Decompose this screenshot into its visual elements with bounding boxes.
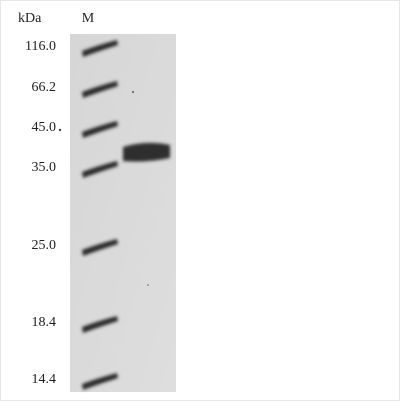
marker-label: 66.2 — [32, 80, 57, 95]
speck — [58, 128, 62, 132]
lane-label: M — [82, 11, 95, 26]
speck — [132, 91, 134, 93]
speck — [147, 284, 149, 286]
marker-band — [82, 40, 118, 57]
marker-label: 45.0 — [32, 120, 57, 135]
gel — [70, 34, 176, 392]
marker-label: 14.4 — [32, 372, 57, 387]
marker-band — [82, 121, 118, 138]
sample-band — [123, 142, 170, 162]
marker-band — [82, 161, 118, 178]
marker-band — [82, 373, 118, 390]
marker-band — [82, 239, 118, 256]
marker-label: 35.0 — [32, 160, 57, 175]
marker-label: 116.0 — [25, 39, 56, 54]
marker-band — [82, 81, 118, 98]
marker-label: 25.0 — [32, 238, 57, 253]
unit-label: kDa — [18, 11, 42, 26]
marker-band — [82, 316, 118, 333]
marker-label: 18.4 — [32, 315, 57, 330]
